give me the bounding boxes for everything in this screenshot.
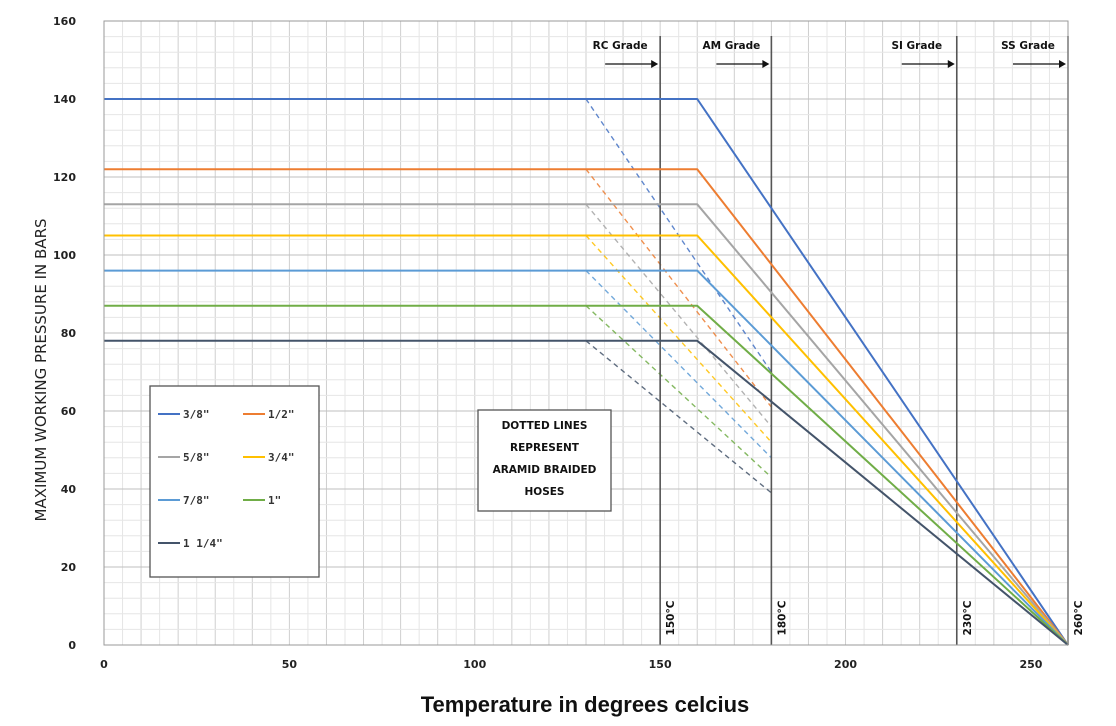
- y-tick-label: 20: [61, 561, 77, 574]
- y-tick-label: 40: [61, 483, 77, 496]
- note-line: HOSES: [524, 486, 564, 498]
- y-tick-label: 60: [61, 405, 77, 418]
- axes: 0 20 40 60 80 100 120 140 160 0 50 100 150 200 250: [53, 15, 1069, 671]
- grade-label: RC Grade: [593, 40, 648, 52]
- dotted-series-line: [585, 305, 772, 478]
- grade-arrow-head: [947, 60, 955, 68]
- legend: 3/8" 1/2" 5/8" 3/4" 7/8" 1" 1 1/4": [149, 385, 320, 578]
- series-lines: [104, 98, 1069, 646]
- temperature-marker-label: 150°C: [665, 600, 677, 635]
- series-line: [104, 269, 1069, 646]
- series-line: [104, 234, 1069, 646]
- x-tick-label: 0: [100, 658, 108, 671]
- legend-entry-label: 7/8": [183, 494, 210, 507]
- legend-entry-label: 3/4": [268, 451, 295, 464]
- legend-entry-label: 1/2": [268, 408, 295, 421]
- legend-entry-label: 1": [268, 494, 281, 507]
- y-tick-label: 140: [53, 93, 76, 106]
- series-line: [104, 339, 1069, 646]
- legend-entry-label: 3/8": [183, 408, 210, 421]
- x-tick-label: 250: [1019, 658, 1042, 671]
- temperature-markers: 150°C 180°C 230°C 260°C: [659, 36, 1085, 645]
- dotted-series-line: [585, 270, 772, 459]
- y-tick-label: 100: [53, 249, 76, 262]
- note-line: REPRESENT: [510, 442, 580, 454]
- legend-entry-label: 1 1/4": [183, 537, 223, 550]
- temperature-marker-label: 180°C: [776, 600, 788, 635]
- series-line: [104, 168, 1069, 646]
- y-axis-label: MAXIMUM WORKING PRESSURE IN BARS: [32, 218, 50, 521]
- note-line: DOTTED LINES: [502, 420, 588, 432]
- series-line: [104, 304, 1069, 646]
- dotted-series-line: [585, 203, 772, 428]
- grade-arrow-head: [762, 60, 770, 68]
- y-tick-label: 160: [53, 15, 76, 28]
- aramid-note-box: DOTTED LINES REPRESENT ARAMID BRAIDED HOSES: [477, 409, 612, 512]
- grade-label: AM Grade: [703, 40, 761, 52]
- note-line: ARAMID BRAIDED: [493, 464, 597, 476]
- x-axis-label: Temperature in degrees celcius: [421, 692, 750, 717]
- temperature-marker-label: 230°C: [962, 600, 974, 635]
- y-tick-label: 80: [61, 327, 77, 340]
- x-tick-label: 50: [282, 658, 298, 671]
- grade-labels: RC Grade AM Grade SI Grade SS Grade: [593, 40, 1066, 68]
- dotted-series-line: [585, 340, 772, 494]
- legend-box: [149, 385, 320, 578]
- x-tick-label: 150: [649, 658, 672, 671]
- x-tick-label: 200: [834, 658, 857, 671]
- legend-entry-label: 5/8": [183, 451, 210, 464]
- plot-frame: [103, 20, 1069, 646]
- grade-arrow-head: [1059, 60, 1066, 68]
- series-line: [104, 203, 1069, 646]
- grade-label: SI Grade: [891, 40, 942, 52]
- y-tick-label: 120: [53, 171, 76, 184]
- grade-arrow-head: [651, 60, 659, 68]
- note-box: [477, 409, 612, 512]
- series-line: [104, 98, 1069, 646]
- temperature-marker-label: 260°C: [1073, 600, 1085, 635]
- y-tick-label: 0: [68, 639, 76, 652]
- x-tick-label: 100: [463, 658, 486, 671]
- grade-label: SS Grade: [1001, 40, 1055, 52]
